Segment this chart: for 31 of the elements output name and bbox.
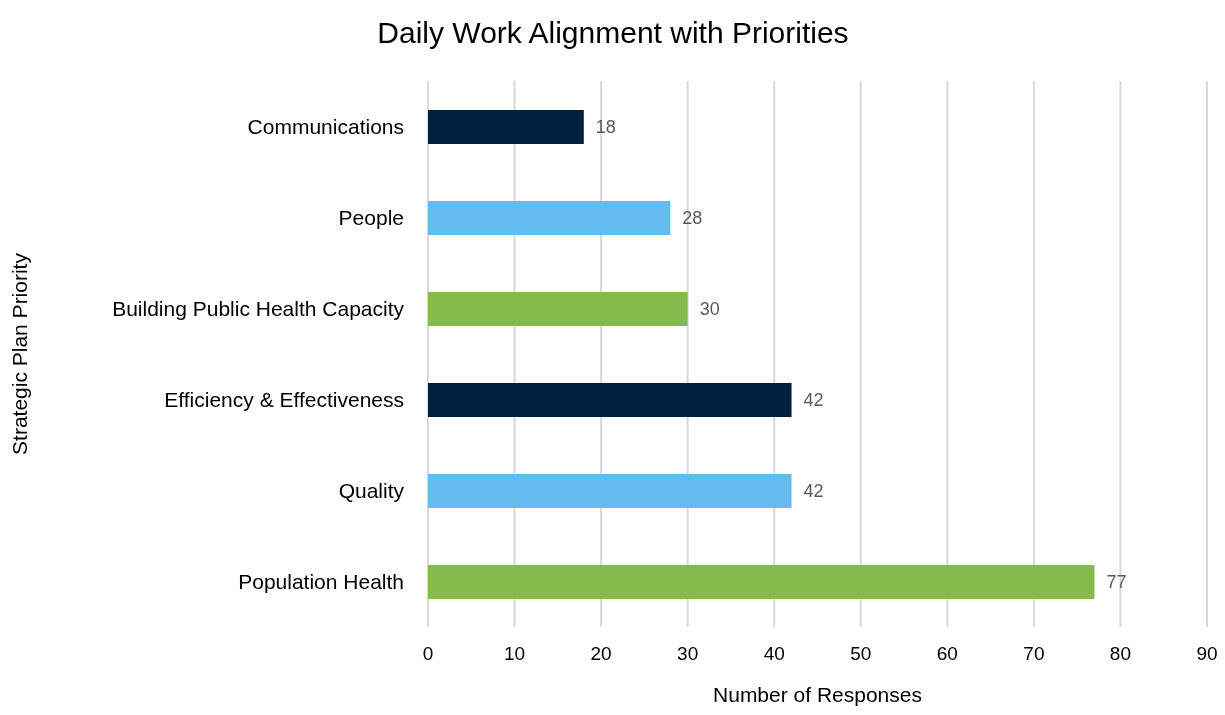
y-axis-title: Strategic Plan Priority xyxy=(8,252,32,455)
bar xyxy=(428,383,792,417)
data-label: 42 xyxy=(803,390,824,411)
x-tick-label: 70 xyxy=(1023,643,1045,665)
y-tick-label: Quality xyxy=(338,478,405,502)
bar xyxy=(428,565,1095,599)
data-label: 28 xyxy=(682,208,703,229)
x-axis-title: Number of Responses xyxy=(713,683,922,706)
x-tick-label: 10 xyxy=(503,643,526,665)
x-tick-label: 20 xyxy=(590,643,612,665)
x-tick-label: 60 xyxy=(936,643,958,665)
data-label: 30 xyxy=(699,299,720,320)
data-label: 77 xyxy=(1106,572,1127,593)
data-label: 42 xyxy=(803,481,824,502)
x-tick-label: 50 xyxy=(850,643,872,665)
bar xyxy=(428,474,792,508)
x-tick-label: 80 xyxy=(1109,643,1132,665)
y-tick-label: Population Health xyxy=(238,569,404,593)
y-tick-label: Efficiency & Effectiveness xyxy=(164,387,404,411)
x-tick-label: 0 xyxy=(422,643,434,665)
bar xyxy=(428,292,688,326)
data-label: 18 xyxy=(595,117,616,138)
chart-title: Daily Work Alignment with Priorities xyxy=(376,16,850,50)
x-tick-label: 90 xyxy=(1196,643,1218,665)
x-tick-label: 40 xyxy=(763,643,785,665)
x-tick-label: 30 xyxy=(677,643,699,665)
y-tick-label: Building Public Health Capacity xyxy=(112,296,405,320)
bar xyxy=(428,201,671,235)
y-tick-label: Communications xyxy=(247,114,404,138)
bar xyxy=(428,110,584,144)
y-tick-label: People xyxy=(338,205,404,229)
